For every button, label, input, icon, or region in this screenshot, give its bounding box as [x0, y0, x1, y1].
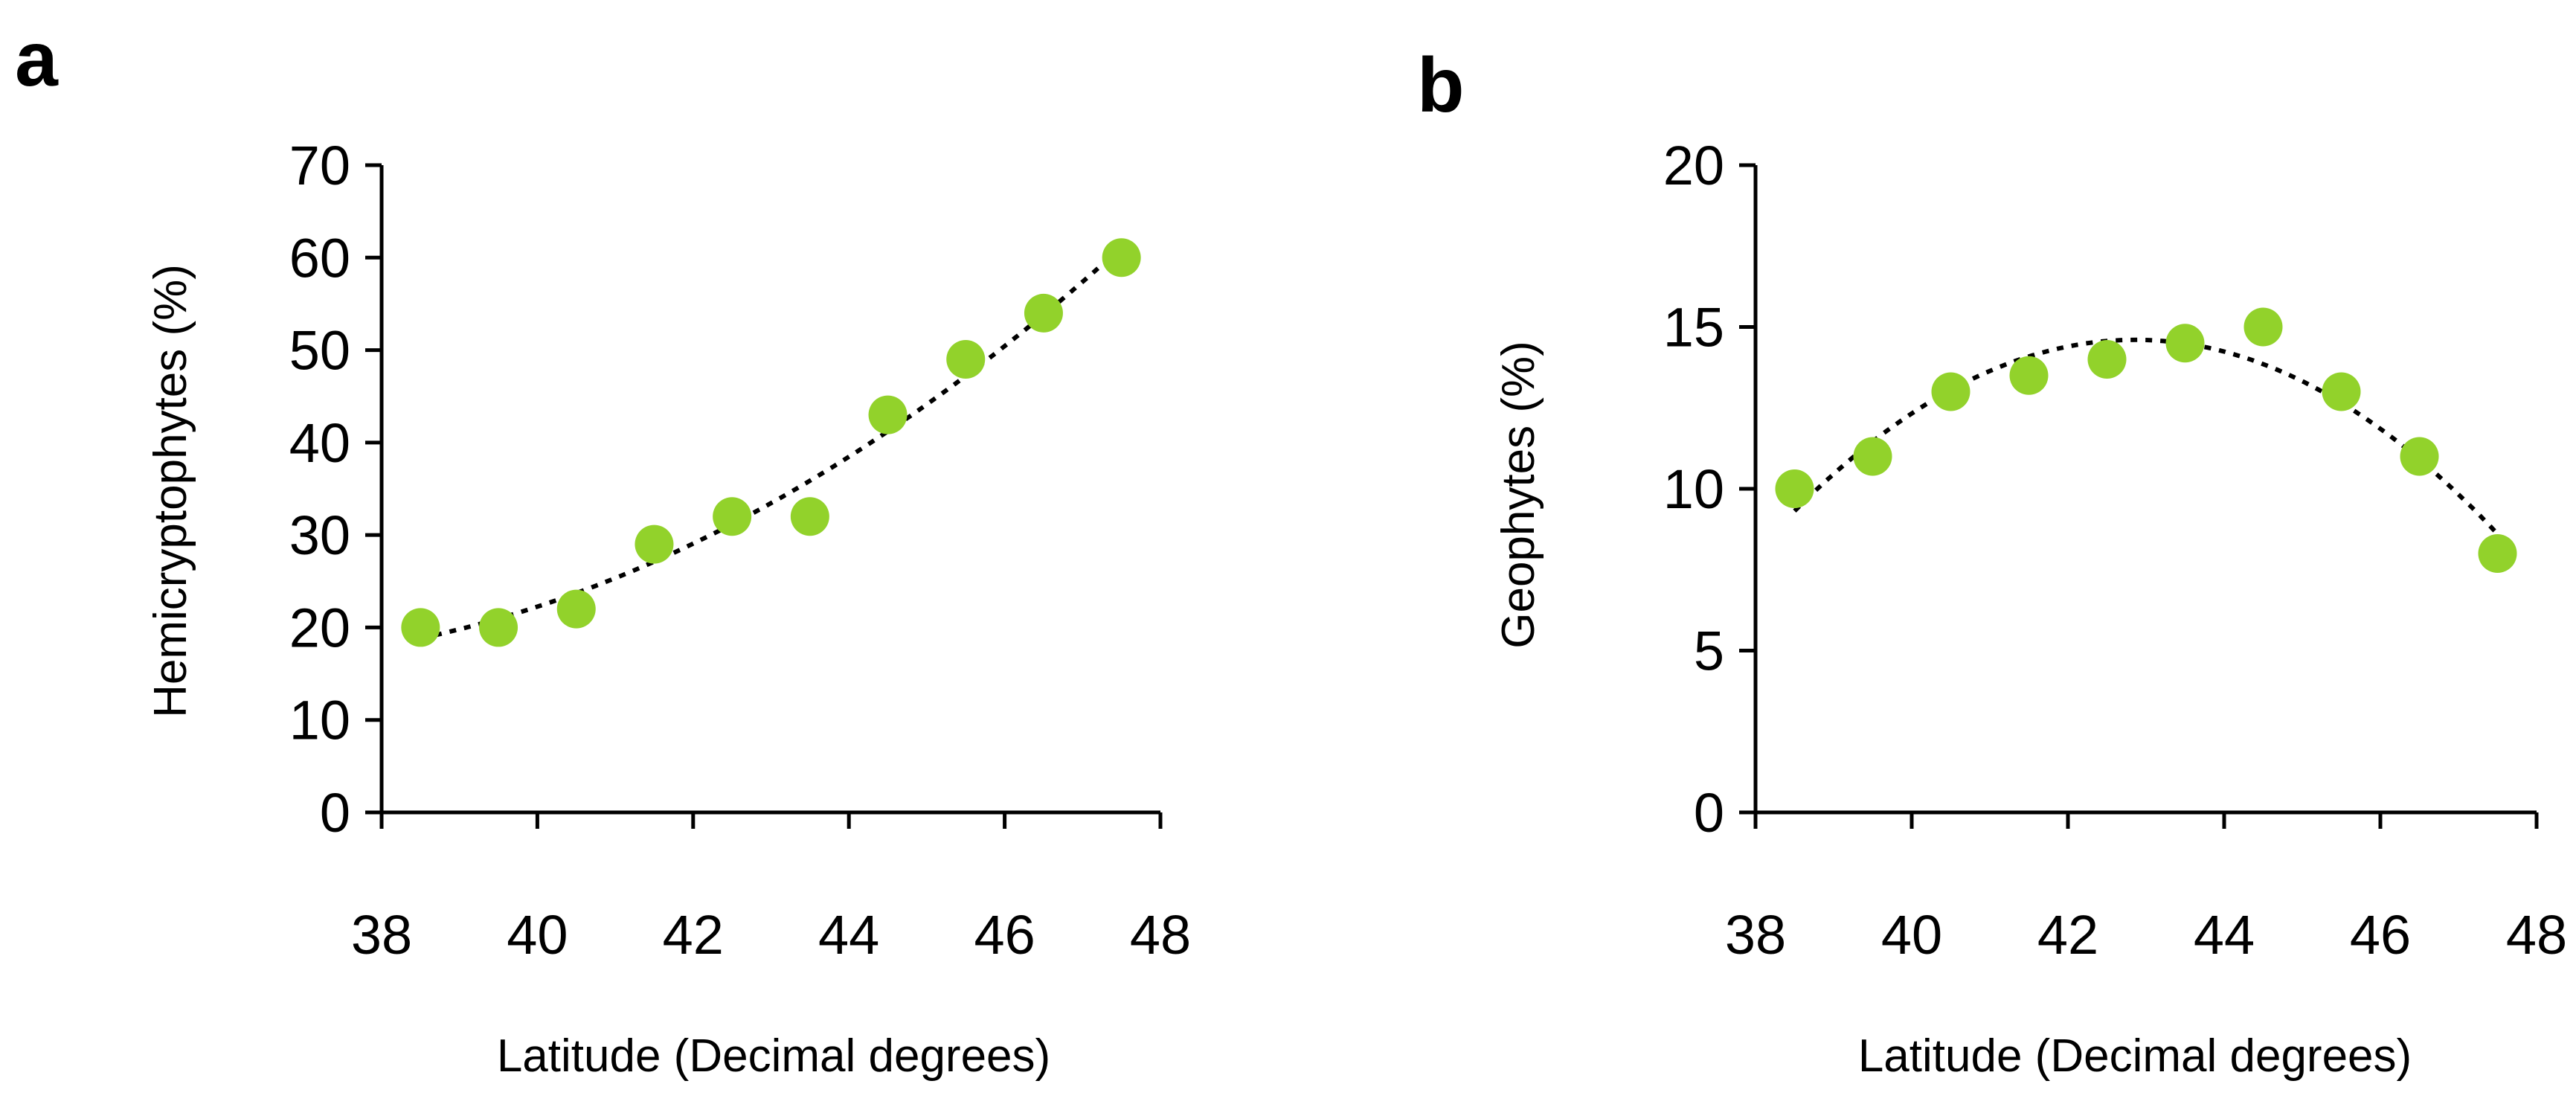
panel-b-y-tick-label: 20	[1663, 135, 1724, 196]
panel-b-x-tick-label: 42	[2037, 904, 2098, 966]
panel-a-data-point	[635, 524, 674, 564]
panel-b-data-point	[2400, 437, 2439, 476]
panel-a-y-tick-label: 30	[289, 504, 350, 566]
panel-b-data-point	[1853, 437, 1892, 476]
panel-a-data-point	[790, 497, 829, 536]
panel-a-x-tick-label: 42	[663, 904, 724, 966]
panel-a-data-point	[1024, 293, 1063, 333]
panel-b-data-point	[2165, 324, 2205, 363]
panel-a-y-tick-label: 70	[289, 135, 350, 196]
panel-b-data-point	[2243, 307, 2283, 347]
panel-b-data-point	[2478, 534, 2517, 573]
panel-a-y-tick-label: 60	[289, 227, 350, 289]
panel-a-y-axis-title: Hemicryptophytes (%)	[145, 264, 196, 718]
panel-a-x-tick-label: 38	[351, 904, 412, 966]
panel-a-data-point	[946, 340, 986, 379]
panel-b-plot-area: 0 5 10 15 20 38 40 42 44 46 48	[1663, 135, 2567, 966]
panel-a-x-tick-label: 48	[1130, 904, 1191, 966]
panel-letter-b: b	[1417, 42, 1465, 129]
panel-a-data-point	[868, 395, 908, 434]
panel-a-x-tick-label: 46	[974, 904, 1035, 966]
panel-a-data-point	[556, 589, 596, 629]
panel-b-y-tick-label: 15	[1663, 297, 1724, 359]
panel-b-data-point	[2009, 356, 2049, 395]
panel-b-x-tick-label: 38	[1725, 904, 1786, 966]
panel-b-y-tick-label: 10	[1663, 458, 1724, 520]
panel-b-x-tick-label: 48	[2506, 904, 2567, 966]
panel-b-y-tick-label: 5	[1694, 620, 1724, 682]
panel-a-chart: a 0 10 20 30 40 50 60 70 38 40 42 44 46 48 Hemicrypto…	[15, 16, 1191, 1082]
panel-a-data-point	[401, 608, 440, 647]
panel-b-x-tick-label: 40	[1881, 904, 1942, 966]
panel-b-x-tick-label: 46	[2350, 904, 2411, 966]
panel-a-x-tick-label: 40	[507, 904, 568, 966]
panel-b-chart: b 0 5 10 15 20 38 40 42 44 46 48 Geophytes (%) Lat…	[1417, 42, 2567, 1082]
panel-b-x-tick-label: 44	[2194, 904, 2255, 966]
panel-a-trendline	[420, 246, 1123, 641]
panel-letter-a: a	[15, 16, 59, 103]
panel-a-data-point	[713, 497, 752, 536]
panel-b-y-axis-title: Geophytes (%)	[1493, 341, 1544, 649]
panel-b-trendline	[1793, 337, 2499, 536]
panel-b-data-point	[1775, 469, 1814, 508]
panel-a-x-axis-title: Latitude (Decimal degrees)	[497, 1030, 1050, 1082]
panel-b-data-point	[1931, 372, 1970, 411]
panel-b-data-point	[2322, 372, 2361, 411]
panel-a-y-tick-label: 20	[289, 597, 350, 658]
panel-a-y-tick-label: 50	[289, 320, 350, 382]
panel-a-data-point	[479, 608, 518, 647]
panel-a-y-tick-label: 0	[320, 782, 350, 844]
panel-a-data-point	[1102, 238, 1141, 278]
panel-b-data-point	[2087, 340, 2127, 379]
panel-b-y-tick-label: 0	[1694, 782, 1724, 844]
panel-a-y-tick-label: 40	[289, 412, 350, 474]
panel-b-x-axis-title: Latitude (Decimal degrees)	[1858, 1030, 2412, 1082]
panel-a-y-tick-label: 10	[289, 690, 350, 751]
panel-a-plot-area: 0 10 20 30 40 50 60 70 38 40 42 44 46 48	[289, 135, 1191, 966]
panel-a-x-tick-label: 44	[818, 904, 879, 966]
